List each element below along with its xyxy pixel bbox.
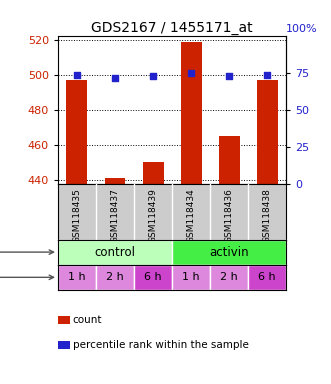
Text: 100%: 100% (286, 23, 318, 33)
Text: time: time (0, 272, 54, 282)
Bar (219, 136, 240, 184)
Text: 1 h: 1 h (68, 272, 86, 282)
Text: 6 h: 6 h (259, 272, 276, 282)
Text: GSM118438: GSM118438 (263, 188, 272, 243)
Bar (105, 178, 125, 184)
Text: control: control (95, 246, 135, 258)
Bar (181, 42, 202, 184)
Bar (96, 265, 134, 290)
Bar (210, 265, 248, 290)
Text: GSM118439: GSM118439 (149, 188, 158, 243)
Point (150, 73, 156, 79)
Title: GDS2167 / 1455171_at: GDS2167 / 1455171_at (91, 22, 253, 35)
Text: 2 h: 2 h (106, 272, 124, 282)
Bar (172, 240, 286, 265)
Text: 1 h: 1 h (182, 272, 200, 282)
Bar (67, 80, 87, 184)
Bar (143, 162, 164, 184)
Bar (248, 265, 286, 290)
Text: agent: agent (0, 247, 54, 257)
Text: count: count (73, 315, 102, 325)
Point (226, 73, 232, 79)
Bar (172, 265, 210, 290)
Text: GSM118434: GSM118434 (187, 188, 196, 243)
Text: 2 h: 2 h (220, 272, 238, 282)
Point (74, 72, 79, 78)
Bar (257, 80, 278, 184)
Text: 6 h: 6 h (144, 272, 162, 282)
Bar (134, 265, 172, 290)
Text: GSM118437: GSM118437 (111, 188, 119, 243)
Text: percentile rank within the sample: percentile rank within the sample (73, 340, 249, 350)
Bar (58, 240, 172, 265)
Text: activin: activin (210, 246, 249, 258)
Text: GSM118436: GSM118436 (225, 188, 234, 243)
Point (188, 70, 194, 76)
Point (112, 74, 118, 81)
Point (264, 72, 270, 78)
Text: GSM118435: GSM118435 (72, 188, 81, 243)
Bar (58, 265, 96, 290)
